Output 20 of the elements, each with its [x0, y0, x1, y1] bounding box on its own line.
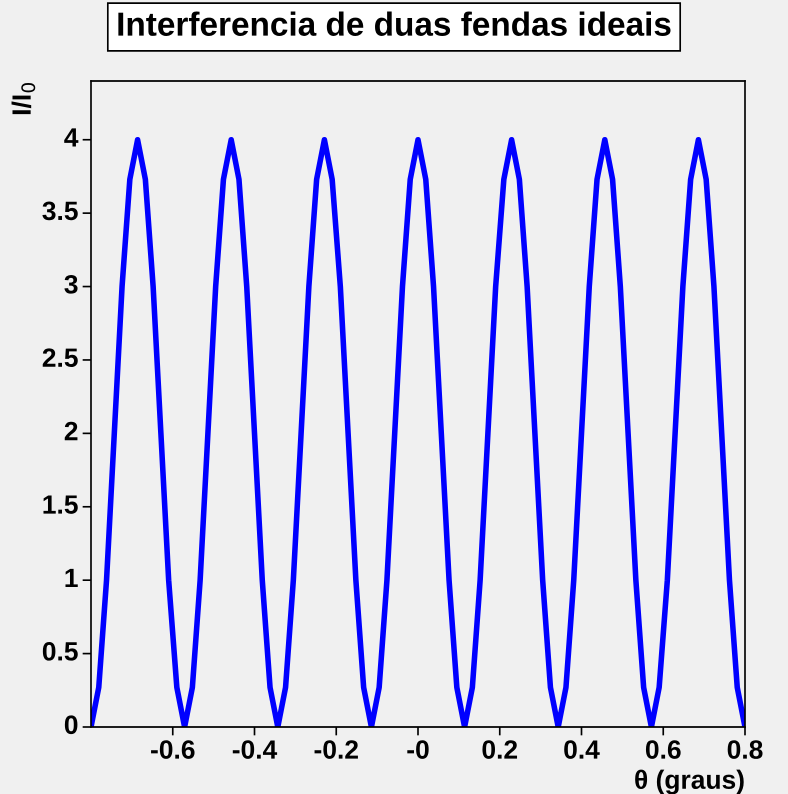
y-tick-label: 2.5 — [42, 348, 78, 368]
x-tick-label: 0.8 — [728, 740, 763, 759]
y-tick-label: 3 — [64, 274, 78, 294]
y-tick-label: 4 — [64, 128, 78, 147]
y-axis-title: I/I$_{0}$ — [12, 83, 36, 114]
y-tick-label: 0.5 — [42, 642, 78, 661]
x-tick-label: 0.6 — [646, 740, 681, 759]
y-tick-label: 1.5 — [43, 495, 78, 514]
chart-title: Interferencia de duas fendas ideais — [118, 11, 671, 36]
y-tick-label: 1 — [65, 568, 78, 588]
x-tick-label: -0.6 — [151, 740, 195, 759]
x-tick-label: -0.4 — [232, 740, 278, 759]
x-tick-label: -0.2 — [314, 740, 358, 759]
x-tick-label: 0.2 — [482, 740, 518, 759]
y-tick-label: 0 — [64, 715, 78, 734]
x-tick-label: 0.4 — [564, 740, 600, 759]
x-axis-title: θ (graus) — [635, 770, 744, 794]
y-tick-label: 3.5 — [42, 202, 78, 220]
y-tick-label: 2 — [64, 422, 78, 440]
x-tick-label: -0 — [407, 740, 429, 759]
